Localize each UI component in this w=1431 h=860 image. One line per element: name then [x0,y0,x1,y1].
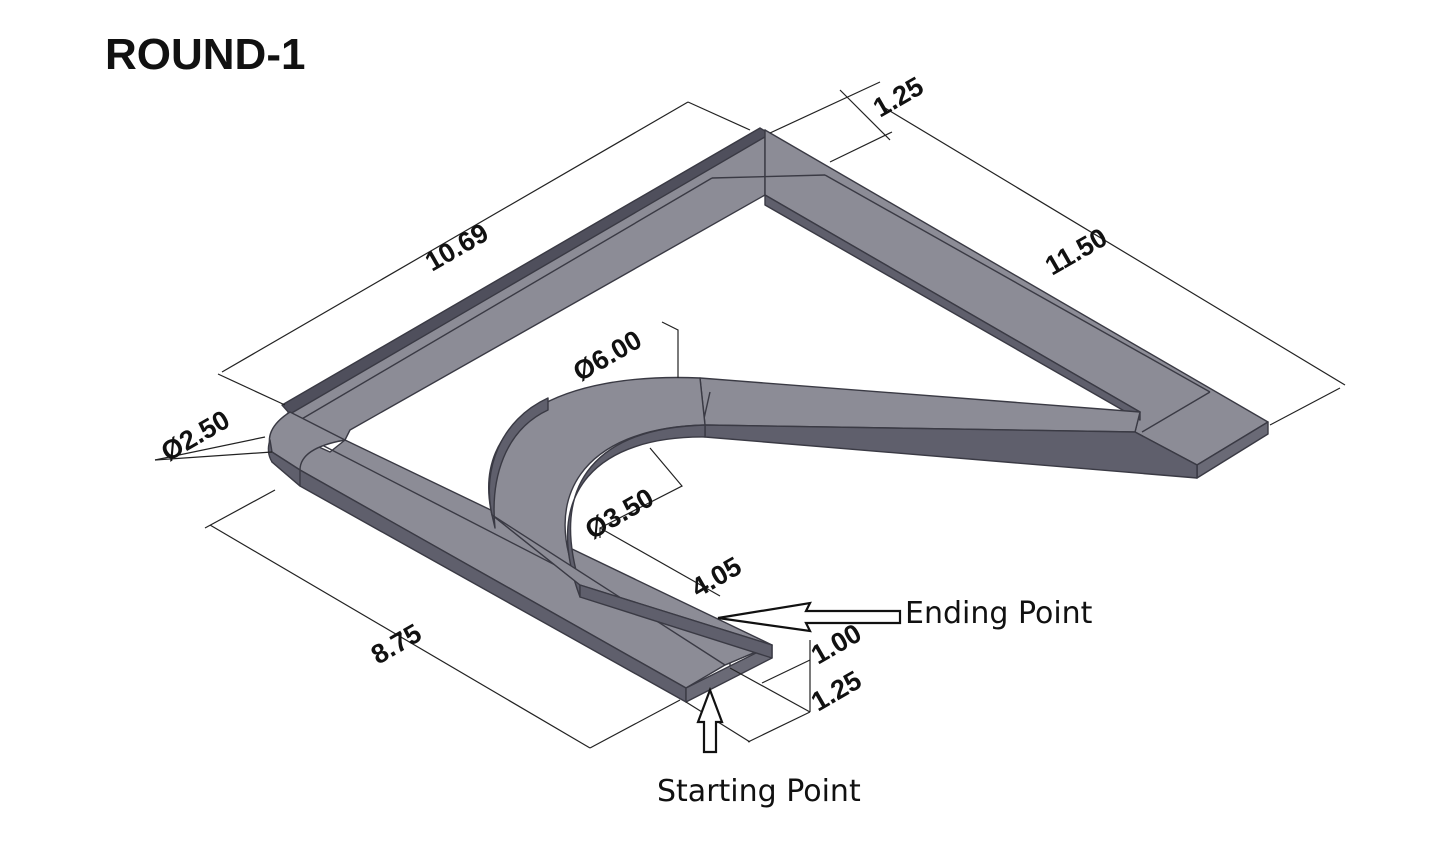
arc-outer-side [488,397,549,529]
dim-label-large-arc: Ø6.00 [568,324,647,387]
inner-leg-side-face [579,584,773,659]
page-title: ROUND-1 [105,30,306,79]
starting-point-arrow-icon [696,686,724,754]
dim-line-inner-leg [599,527,721,597]
leader-small-arc [599,447,683,538]
ext-line-top-left-a [217,373,286,406]
dim-label-top-left: 10.69 [420,217,494,277]
ending-point-label: Ending Point [905,596,1093,631]
dim-label-outer-width: 1.25 [806,665,867,717]
outer-corner-side [267,439,301,487]
top-bar-divider [299,177,713,421]
track-body [267,127,1269,703]
dim-label-left-leg: 8.75 [366,618,427,670]
leader-outer-corner [154,451,273,461]
dim-label-right: 11.50 [1040,222,1112,281]
dim-label-small-arc: Ø3.50 [580,482,659,545]
leader-outer-corner-b [154,436,266,461]
ext-line-outer-width [747,711,811,743]
dim-line-right [884,107,1346,386]
dim-label-inner-width: 1.00 [806,618,867,670]
middle-bar-top-face [699,377,1141,433]
ext-line-top-left-b [687,101,751,131]
leader-large-arc [661,321,679,378]
ending-point-callout: Ending Point [717,596,1093,633]
top-bar-side-face [281,127,771,415]
middle-bar-side-face [704,424,1198,479]
right-bar-side-face [764,194,1141,421]
starting-point-label: Starting Point [657,774,861,809]
ext-line-mid [729,667,811,713]
ext-line-left-leg-b [589,699,681,749]
ext-line-top-offset-b [829,131,893,163]
dim-line-top-left [221,101,689,373]
right-bar-divider [824,174,1211,393]
ext-line-right [1269,387,1341,426]
dimension-lines [154,81,1346,749]
ending-point-arrow-icon [717,601,902,633]
ext-line-inner-width [761,659,811,684]
apex-divider [711,174,826,179]
ext-line-left-leg-a [204,489,276,529]
dim-line-left-leg [209,524,591,749]
starting-point-callout: Starting Point [657,686,861,809]
dim-line-top-offset [839,89,891,141]
right-end-divider [1141,391,1211,433]
ext-line-top-offset-a [769,81,881,134]
dim-label-inner-leg: 4.05 [686,551,747,603]
